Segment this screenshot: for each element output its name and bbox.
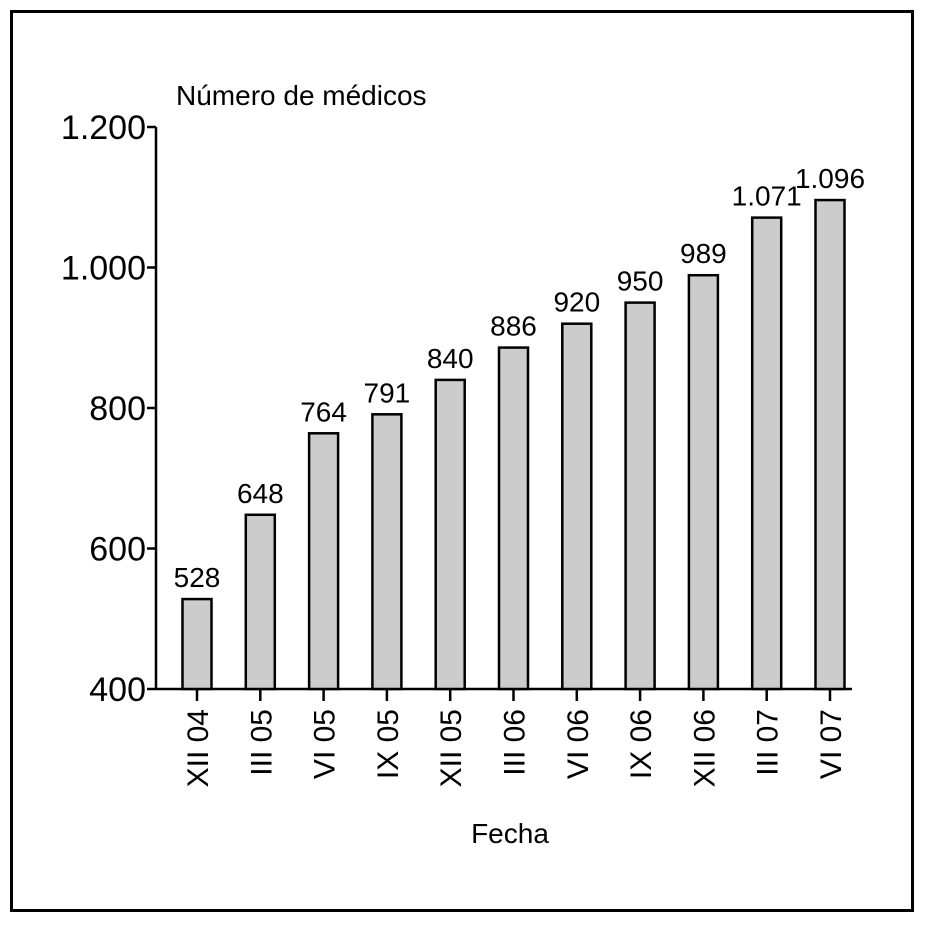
y-tick-label: 1.000 bbox=[61, 250, 146, 288]
y-tick-label: 1.200 bbox=[61, 109, 146, 147]
x-tick-label: III 06 bbox=[499, 709, 532, 776]
x-tick-label: IX 05 bbox=[372, 709, 405, 779]
x-tick-label: IX 06 bbox=[625, 709, 658, 779]
x-tick-label: XII 05 bbox=[435, 709, 468, 787]
bar bbox=[181, 597, 213, 691]
bar bbox=[561, 322, 593, 691]
x-axis-label: Fecha bbox=[471, 818, 549, 849]
bar bbox=[244, 513, 277, 691]
x-tick-label: VI 05 bbox=[309, 709, 342, 779]
bar bbox=[497, 346, 530, 691]
y-axis-label: Número de médicos bbox=[176, 80, 427, 111]
x-tick-label: XII 04 bbox=[182, 709, 215, 787]
bar bbox=[624, 301, 656, 691]
bar-value-label: 764 bbox=[300, 396, 347, 427]
bar bbox=[750, 216, 783, 691]
bar-value-label: 840 bbox=[427, 343, 474, 374]
bar-value-label: 1.096 bbox=[795, 163, 865, 194]
bar bbox=[434, 378, 466, 691]
x-ticks: XII 04 III 05 VI 05 IX 05 XII 05 III 06 VI 06 I… bbox=[182, 689, 848, 787]
bar-value-label: 920 bbox=[553, 287, 600, 318]
x-tick-label: VI 07 bbox=[815, 709, 848, 779]
y-tick-label: 800 bbox=[89, 390, 146, 428]
bar-value-label: 528 bbox=[174, 562, 221, 593]
bar bbox=[307, 432, 340, 691]
bar-value-label: 886 bbox=[490, 311, 537, 342]
bar-value-label: 1.071 bbox=[732, 181, 802, 212]
y-ticks: 400 600 800 1.000 1.200 bbox=[61, 109, 156, 709]
bar-value-label: 989 bbox=[680, 238, 727, 269]
bar bbox=[687, 273, 720, 691]
y-tick-label: 600 bbox=[89, 531, 146, 569]
bar bbox=[371, 413, 403, 691]
bar bbox=[814, 198, 846, 691]
y-tick-label: 400 bbox=[89, 671, 146, 709]
bar-value-label: 648 bbox=[237, 478, 284, 509]
x-tick-label: III 05 bbox=[245, 709, 278, 776]
x-tick-label: III 07 bbox=[752, 709, 785, 776]
bar-value-label: 950 bbox=[617, 266, 664, 297]
x-tick-label: XII 06 bbox=[688, 709, 721, 787]
bar-value-label: 791 bbox=[364, 377, 411, 408]
x-tick-label: VI 06 bbox=[562, 709, 595, 779]
